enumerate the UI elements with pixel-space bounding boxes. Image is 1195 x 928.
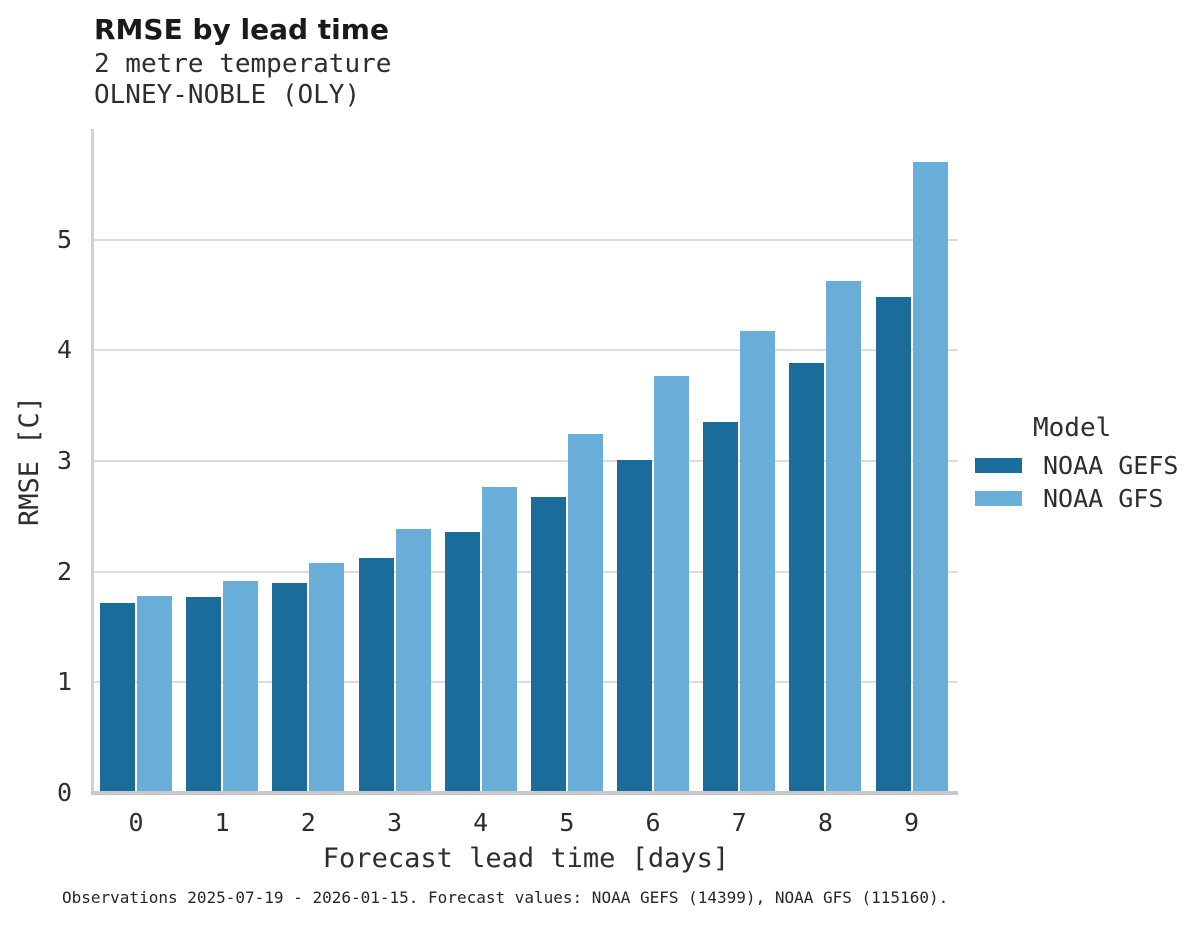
y-tick-label-3: 3 — [56, 446, 72, 475]
x-tick-label-0: 0 — [128, 808, 144, 837]
bar-noaa-gefs-lead-1 — [186, 597, 222, 791]
bar-noaa-gefs-lead-0 — [100, 602, 135, 791]
bar-noaa-gfs-lead-3 — [395, 528, 431, 791]
gridline-y-4 — [94, 349, 958, 352]
x-tick-label-8: 8 — [817, 808, 833, 837]
x-tick-label-4: 4 — [473, 808, 489, 837]
x-tick-label-5: 5 — [559, 808, 575, 837]
y-axis-title: RMSE [C] — [14, 395, 45, 527]
x-tick-label-1: 1 — [214, 808, 230, 837]
x-axis-title: Forecast lead time [days] — [322, 843, 730, 874]
bar-noaa-gefs-lead-2 — [272, 582, 308, 791]
y-axis-line — [91, 129, 94, 794]
y-tick-labels: 0 1 2 3 4 5 — [22, 129, 72, 807]
gridline-y-3 — [94, 460, 958, 462]
gridline-y-2 — [94, 570, 958, 573]
bar-noaa-gfs-lead-1 — [223, 580, 259, 791]
gridline-y-1 — [94, 681, 958, 684]
bar-noaa-gfs-lead-9 — [912, 162, 948, 791]
plot-area — [94, 129, 958, 793]
bar-noaa-gefs-lead-8 — [789, 362, 825, 791]
legend-label-noaa-gefs: NOAA GEFS — [1043, 451, 1179, 480]
legend-entry-noaa-gefs: NOAA GEFS — [975, 449, 1185, 482]
bar-noaa-gfs-lead-6 — [654, 376, 690, 791]
legend: Model NOAA GEFS NOAA GFS — [975, 412, 1185, 515]
bar-noaa-gfs-lead-0 — [137, 596, 172, 791]
y-tick-label-1: 1 — [56, 667, 72, 697]
chart-subtitle-line-1: 2 metre temperature — [94, 49, 392, 79]
chart-title: RMSE by lead time — [94, 13, 389, 46]
legend-swatch-noaa-gefs — [975, 458, 1022, 473]
bar-noaa-gfs-lead-2 — [309, 563, 345, 791]
bar-noaa-gefs-lead-5 — [530, 496, 566, 791]
legend-swatch-noaa-gfs — [975, 491, 1022, 506]
x-tick-label-3: 3 — [386, 808, 403, 837]
y-tick-label-4: 4 — [56, 335, 72, 365]
x-tick-label-6: 6 — [645, 808, 661, 837]
y-tick-label-0: 0 — [56, 778, 72, 807]
chart-subtitle: 2 metre temperature OLNEY-NOBLE (OLY) — [94, 49, 391, 111]
legend-label-noaa-gfs: NOAA GFS — [1043, 484, 1164, 513]
gridline-y-5 — [94, 238, 958, 241]
chart-subtitle-line-2: OLNEY-NOBLE (OLY) — [94, 80, 361, 110]
x-axis-line — [91, 791, 958, 795]
legend-entry-noaa-gfs: NOAA GFS — [975, 482, 1185, 515]
bar-noaa-gefs-lead-9 — [875, 297, 911, 791]
y-tick-label-5: 5 — [56, 224, 72, 254]
caption: Observations 2025-07-19 - 2026-01-15. Fo… — [62, 888, 949, 907]
legend-entries: NOAA GEFS NOAA GFS — [975, 449, 1185, 515]
bar-noaa-gefs-lead-3 — [358, 557, 394, 791]
bar-noaa-gfs-lead-4 — [481, 486, 517, 791]
y-tick-label-2: 2 — [56, 556, 72, 586]
legend-title: Model — [1033, 413, 1112, 443]
x-tick-label-2: 2 — [300, 808, 316, 837]
bar-noaa-gefs-lead-6 — [617, 460, 653, 791]
x-tick-labels: 0 1 2 3 4 5 6 7 8 9 — [94, 808, 958, 840]
bar-noaa-gfs-lead-8 — [826, 280, 862, 791]
bar-noaa-gefs-lead-7 — [703, 422, 739, 791]
bar-noaa-gefs-lead-4 — [444, 532, 480, 791]
x-tick-label-7: 7 — [731, 808, 747, 837]
x-tick-label-9: 9 — [903, 808, 920, 837]
bar-noaa-gfs-lead-7 — [740, 330, 776, 791]
bar-noaa-gfs-lead-5 — [567, 433, 603, 791]
